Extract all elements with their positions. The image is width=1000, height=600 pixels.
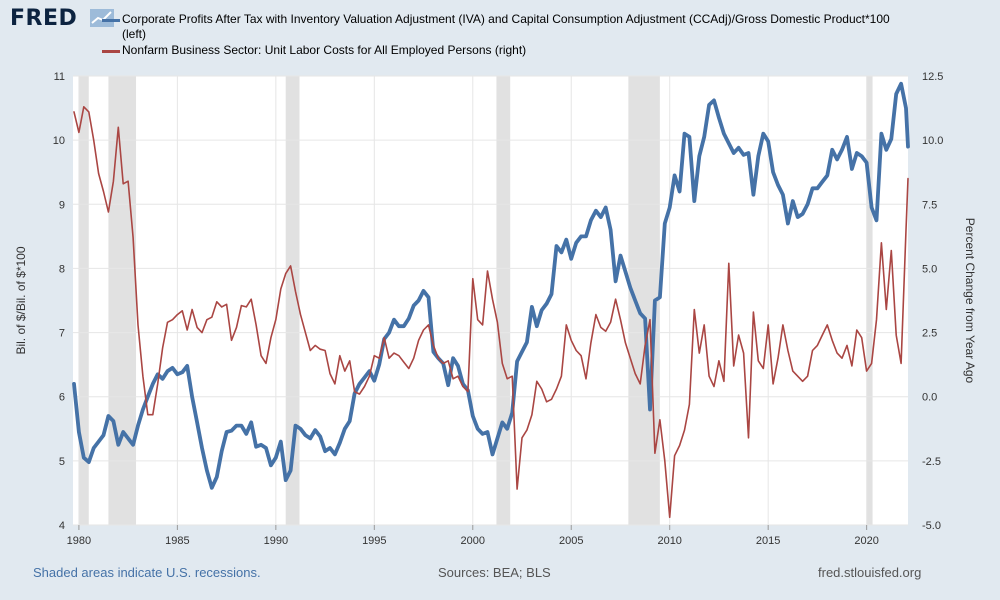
legend-label-unit-labor-costs: Nonfarm Business Sector: Unit Labor Cost… <box>122 43 527 57</box>
y-tick-label: 7 <box>59 328 65 340</box>
y2-tick-label: 12.5 <box>922 71 943 83</box>
fred-logo[interactable]: FRED <box>10 6 78 31</box>
recession-band <box>108 76 137 525</box>
y2-tick-label: 2.5 <box>922 328 937 340</box>
series-line-corporate-profits[interactable] <box>72 81 910 490</box>
y2-axis-title: Percent Change from Year Ago <box>963 218 977 384</box>
y2-tick-label: 5.0 <box>922 263 937 275</box>
legend-label-corporate-profits: Corporate Profits After Tax with Invento… <box>122 12 890 41</box>
site-link[interactable]: fred.stlouisfed.org <box>818 565 922 580</box>
y-tick-label: 5 <box>59 456 65 468</box>
y-tick-label: 6 <box>59 392 65 404</box>
x-tick-label: 1980 <box>67 535 91 547</box>
y-tick-label: 4 <box>59 520 65 532</box>
y-tick-label: 11 <box>54 71 65 83</box>
fred-chart-icon <box>90 9 114 27</box>
y-tick-label: 9 <box>59 199 65 211</box>
recession-band <box>866 76 873 525</box>
y2-tick-label: 7.5 <box>922 199 937 211</box>
y2-tick-label: 10.0 <box>922 135 943 147</box>
y2-tick-label: -2.5 <box>922 456 941 468</box>
x-tick-label: 1995 <box>362 535 386 547</box>
y2-tick-label: 0.0 <box>922 392 937 404</box>
chart-header: FRED Corporate Profits After Tax with In… <box>0 0 1000 66</box>
series-line-unit-labor-costs[interactable] <box>73 106 909 519</box>
x-tick-label: 1985 <box>165 535 189 547</box>
x-tick-label: 1990 <box>264 535 288 547</box>
y-axis-title: Bil. of $/Bil. of $*100 <box>14 246 28 354</box>
x-tick-label: 2015 <box>756 535 780 547</box>
sources-note: Sources: BEA; BLS <box>438 565 551 580</box>
recession-band <box>496 76 511 525</box>
legend-swatch-red <box>102 50 120 53</box>
x-tick-label: 2020 <box>854 535 878 547</box>
legend-swatch-blue <box>102 19 120 22</box>
x-tick-label: 2005 <box>559 535 583 547</box>
y2-tick-label: -5.0 <box>922 520 941 532</box>
legend-item-unit-labor-costs: Nonfarm Business Sector: Unit Labor Cost… <box>102 43 902 58</box>
recession-band <box>78 76 89 525</box>
plot-area <box>73 76 908 525</box>
y-tick-label: 10 <box>53 135 65 147</box>
recession-band <box>285 76 300 525</box>
recession-note[interactable]: Shaded areas indicate U.S. recessions. <box>33 565 261 580</box>
legend-item-corporate-profits: Corporate Profits After Tax with Invento… <box>102 12 902 42</box>
y-tick-label: 8 <box>59 263 65 275</box>
x-tick-label: 2000 <box>461 535 485 547</box>
x-tick-label: 2010 <box>657 535 681 547</box>
